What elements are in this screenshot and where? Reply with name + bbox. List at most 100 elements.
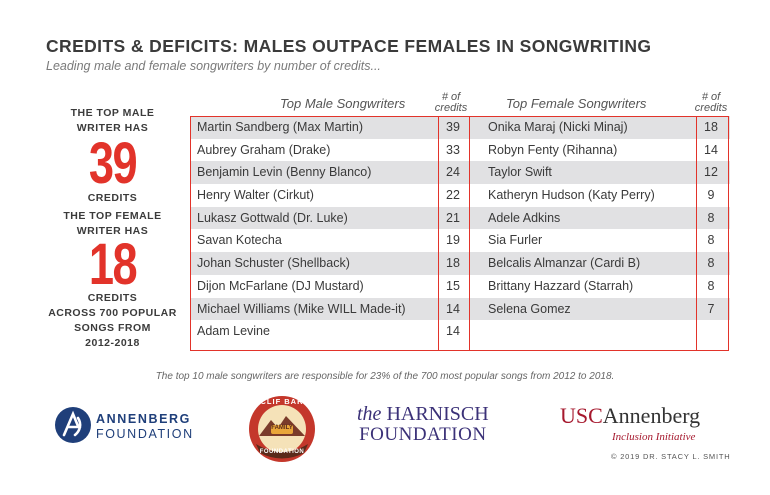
female-credits: 8 (707, 256, 715, 271)
male-callout-line1: THE TOP MALE (70, 107, 155, 119)
usc-name: Annenberg (602, 403, 701, 428)
annenberg-foundation-wordmark: ANNENBERG FOUNDATION (96, 412, 194, 442)
female-credits-header-line1: # of (701, 91, 721, 103)
table-row: Lukasz Gottwald (Dr. Luke) 21 Adele Adki… (190, 206, 730, 230)
female-top-value-number: 18 (88, 232, 138, 297)
male-credits: 33 (446, 142, 460, 157)
female-credits: 14 (704, 142, 718, 157)
male-column-header: Top Male Songwriters (280, 96, 406, 111)
female-credits: 12 (704, 165, 718, 180)
male-credits: 24 (446, 165, 460, 180)
female-credits: 8 (707, 233, 715, 248)
male-credits: 14 (446, 324, 460, 339)
male-credits-header: # of credits (428, 92, 474, 114)
female-top-value: 18 (40, 232, 185, 297)
clif-bar-family-foundation-logo: CLIF BAR FAMILY FOUNDATION (247, 394, 317, 469)
female-credits-header: # of credits (688, 92, 734, 114)
female-credits (696, 320, 726, 343)
chart-subtitle: Leading male and female songwriters by n… (46, 59, 381, 73)
table-row: Benjamin Levin (Benny Blanco) 24 Taylor … (190, 161, 730, 185)
table-row: Dijon McFarlane (DJ Mustard) 15 Brittany… (190, 275, 730, 298)
male-top-value: 39 (40, 131, 185, 196)
male-callout-line2: WRITER HAS (76, 122, 149, 134)
male-name: Johan Schuster (Shellback) (197, 256, 350, 271)
context-callout: ACROSS 700 POPULAR SONGS FROM 2012-2018 (40, 306, 185, 351)
female-callout: THE TOP FEMALE WRITER HAS (40, 209, 185, 239)
context-line2: SONGS FROM (74, 322, 151, 334)
table-row: Martin Sandberg (Max Martin) 39 Onika Ma… (190, 116, 730, 139)
male-credits-label: CREDITS (40, 191, 185, 206)
female-name: Brittany Hazzard (Starrah) (488, 278, 634, 293)
songwriter-table: Martin Sandberg (Max Martin) 39 Onika Ma… (190, 116, 730, 343)
male-top-value-number: 39 (88, 131, 138, 196)
female-credits: 9 (707, 188, 715, 203)
female-name: Belcalis Almanzar (Cardi B) (488, 256, 641, 271)
male-name: Savan Kotecha (197, 233, 282, 248)
male-name: Martin Sandberg (Max Martin) (197, 120, 364, 134)
female-credits: 8 (707, 278, 715, 293)
female-credits: 18 (704, 120, 718, 134)
harnisch-name: HARNISCH (386, 403, 489, 425)
copyright: © 2019 DR. STACY L. SMITH (611, 452, 731, 461)
female-name: Adele Adkins (488, 210, 561, 225)
table-row: Michael Williams (Mike WILL Made-it) 14 … (190, 297, 730, 321)
male-credits-header-line2: credits (434, 102, 468, 114)
table-row: Adam Levine 14 (190, 320, 730, 343)
table-row: Savan Kotecha 19 Sia Furler 8 (190, 229, 730, 252)
male-name: Henry Walter (Cirkut) (197, 188, 314, 203)
female-name: Katheryn Hudson (Katy Perry) (488, 188, 655, 203)
male-credits: 14 (446, 301, 460, 316)
harnisch-foundation-logo: the HARNISCH FOUNDATION (357, 404, 489, 445)
clif-bar-bottom-text: FOUNDATION (259, 449, 305, 455)
male-name: Michael Williams (Mike WILL Made-it) (197, 301, 406, 316)
context-line1: ACROSS 700 POPULAR (48, 307, 177, 319)
male-name: Aubrey Graham (Drake) (197, 142, 331, 157)
male-credits: 15 (446, 278, 460, 293)
female-name: Onika Maraj (Nicki Minaj) (488, 120, 628, 134)
female-callout-line2: WRITER HAS (76, 225, 149, 237)
male-credits: 39 (446, 120, 460, 134)
context-line3: 2012-2018 (85, 337, 140, 349)
footnote: The top 10 male songwriters are responsi… (155, 371, 615, 382)
table-row: Henry Walter (Cirkut) 22 Katheryn Hudson… (190, 184, 730, 207)
clif-bar-top-text: CLIF BAR (260, 397, 304, 406)
male-name: Adam Levine (197, 324, 270, 339)
male-credits-text: CREDITS (87, 192, 138, 204)
female-credits-label: CREDITS (40, 291, 185, 306)
annenberg-foundation-logo (54, 406, 92, 449)
female-name: Taylor Swift (488, 165, 552, 180)
clif-bar-mid-text: FAMILY (271, 425, 293, 431)
harnisch-line2: FOUNDATION (359, 424, 487, 445)
male-credits-header-line1: # of (441, 91, 461, 103)
clif-bar-badge-icon (249, 396, 315, 462)
chart-title: CREDITS & DEFICITS: MALES OUTPACE FEMALE… (46, 36, 652, 56)
male-name: Lukasz Gottwald (Dr. Luke) (197, 210, 348, 225)
foundation-word: FOUNDATION (96, 427, 194, 441)
male-credits: 18 (446, 256, 460, 271)
female-credits-header-line2: credits (694, 102, 728, 114)
harnisch-line1: the HARNISCH (357, 404, 489, 425)
female-name: Sia Furler (488, 233, 543, 248)
usc-annenberg-wordmark: USCAnnenberg (560, 404, 700, 428)
table-row: Aubrey Graham (Drake) 33 Robyn Fenty (Ri… (190, 139, 730, 162)
harnisch-prefix: the (357, 403, 382, 425)
female-name: Robyn Fenty (Rihanna) (488, 142, 618, 157)
inclusion-initiative-text: Inclusion Initiative (612, 431, 696, 443)
table-row: Johan Schuster (Shellback) 18 Belcalis A… (190, 252, 730, 275)
female-credits: 8 (707, 210, 715, 225)
female-credits: 7 (707, 301, 715, 316)
female-name: Selena Gomez (488, 301, 571, 316)
female-column-header: Top Female Songwriters (506, 96, 647, 111)
annenberg-word: ANNENBERG (96, 412, 191, 426)
male-credits: 22 (446, 188, 460, 203)
annenberg-emblem-icon (55, 407, 91, 443)
usc-prefix: USC (560, 403, 603, 428)
male-name: Benjamin Levin (Benny Blanco) (197, 165, 372, 180)
usc-annenberg-logo: USCAnnenberg Inclusion Initiative (560, 404, 700, 444)
female-callout-line1: THE TOP FEMALE (63, 210, 162, 222)
male-credits: 19 (446, 233, 460, 248)
female-credits-text: CREDITS (87, 292, 138, 304)
male-callout: THE TOP MALE WRITER HAS (40, 106, 185, 136)
male-credits: 21 (446, 210, 460, 225)
male-name: Dijon McFarlane (DJ Mustard) (197, 278, 364, 293)
